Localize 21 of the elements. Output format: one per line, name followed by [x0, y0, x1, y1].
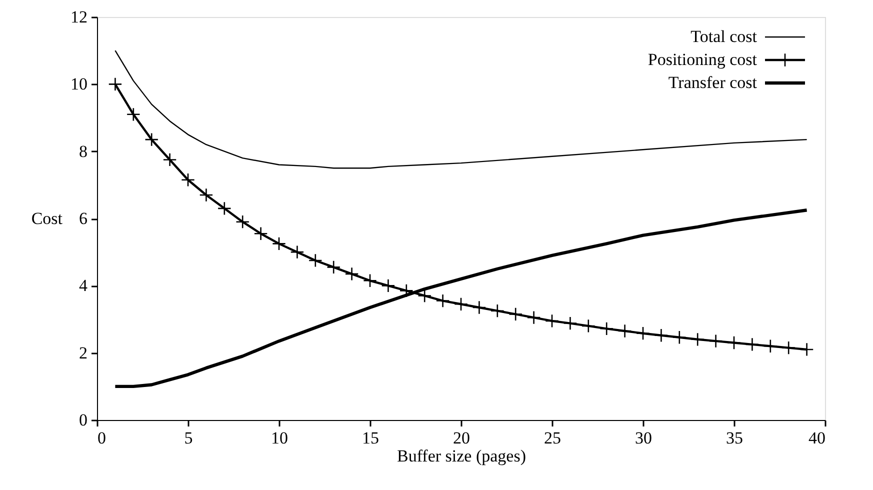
- y-tick-label: 10: [70, 74, 88, 94]
- legend-label: Total cost: [690, 27, 758, 46]
- y-tick-label: 4: [79, 276, 88, 296]
- legend-label: Positioning cost: [648, 50, 758, 69]
- x-tick-label: 15: [362, 428, 379, 448]
- y-tick-label: 8: [79, 142, 88, 161]
- x-tick-label: 5: [184, 428, 193, 448]
- y-tick-label: 6: [79, 209, 88, 228]
- x-tick-label: 30: [635, 428, 652, 448]
- x-tick-label: 20: [453, 428, 470, 448]
- y-axis-title: Cost: [31, 209, 63, 228]
- x-tick-label: 10: [271, 428, 288, 448]
- y-tick-label: 12: [70, 8, 88, 26]
- x-tick-label: 0: [98, 428, 106, 448]
- legend-label: Transfer cost: [668, 73, 758, 92]
- x-tick-label: 35: [726, 428, 743, 448]
- y-tick-label: 2: [79, 343, 88, 362]
- x-tick-label: 25: [544, 428, 561, 448]
- y-tick-label: 0: [79, 410, 88, 430]
- x-tick-label: 40: [808, 428, 826, 448]
- x-axis-title: Buffer size (pages): [396, 446, 526, 466]
